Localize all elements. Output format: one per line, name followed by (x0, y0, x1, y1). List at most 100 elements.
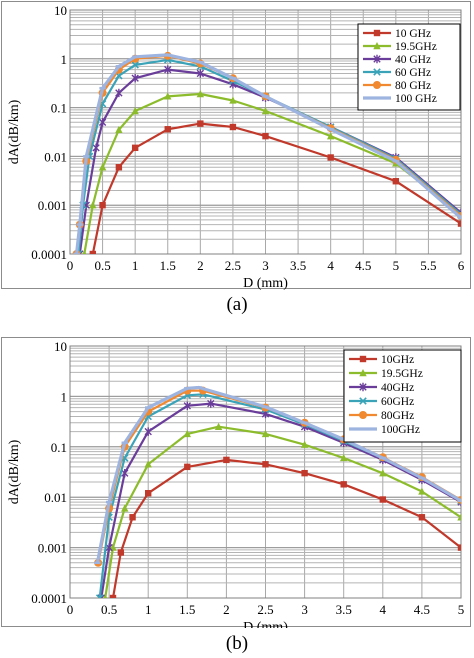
data-point (144, 427, 152, 436)
x-tick-label: 2.5 (225, 258, 241, 273)
data-point (164, 126, 171, 133)
data-point (184, 463, 191, 471)
data-point (131, 61, 139, 69)
legend-swatch-marker (373, 68, 381, 76)
x-tick-label: 5 (393, 258, 400, 273)
legend-swatch-marker (359, 411, 367, 419)
data-point (340, 453, 348, 462)
legend-box (343, 349, 462, 443)
data-point (105, 500, 113, 504)
x-tick-label: 3.5 (290, 258, 306, 273)
legend-swatch-marker (373, 42, 381, 50)
series-group (72, 51, 461, 254)
legend-box (357, 23, 461, 111)
data-point (129, 514, 136, 521)
data-point (262, 405, 269, 409)
data-point (196, 69, 205, 78)
data-point (99, 86, 106, 90)
y-tick-label: 0.01 (44, 149, 67, 164)
data-point (115, 88, 123, 98)
x-tick-label: 2 (197, 258, 204, 273)
legend-label: 10 GHz (395, 28, 431, 40)
data-point (340, 481, 347, 488)
data-point (197, 120, 204, 127)
x-tick-label: 0.5 (94, 258, 110, 273)
x-tick-label: 4 (327, 258, 334, 273)
data-point (457, 499, 461, 503)
data-point (83, 155, 90, 158)
y-tick-label: 0.1 (51, 101, 67, 116)
legend: 10GHz 19.5GHz 40GHz 60GHz 80GHz 100GHz (343, 349, 462, 443)
legend-swatch-marker (359, 397, 367, 405)
data-point (379, 469, 387, 477)
data-point (223, 456, 230, 464)
x-tick-label: 3 (301, 602, 308, 617)
y-tick-label: 1 (61, 52, 68, 67)
data-point (197, 60, 204, 64)
data-point (457, 216, 461, 220)
data-point (457, 220, 461, 227)
data-point (164, 65, 172, 74)
x-tick-label: 1.5 (179, 602, 195, 617)
data-point (327, 127, 334, 131)
data-point (195, 386, 203, 389)
x-tick-label: 1.5 (160, 258, 176, 273)
y-axis-label: dA(dB/km) (7, 99, 22, 164)
x-tick-label: 3.5 (336, 602, 352, 617)
data-point (121, 504, 129, 512)
data-point (418, 487, 426, 495)
legend-swatch-marker (373, 54, 381, 64)
data-point (131, 74, 139, 83)
y-tick-label: 0.001 (38, 541, 67, 556)
data-point (418, 514, 426, 521)
y-tick-label: 0.0001 (31, 591, 67, 606)
data-point (457, 544, 461, 551)
y-tick-label: 0.1 (51, 440, 67, 455)
data-point (229, 123, 237, 131)
data-point (261, 107, 270, 115)
chart-b: 0 0.5 1 1.5 2 2.5 3 3.5 4 4.5 5 0.0001 0.001 0.01 0.1 1… (7, 339, 464, 628)
data-point (92, 143, 100, 153)
data-point (261, 429, 270, 438)
x-tick-label: 4 (380, 602, 387, 617)
data-point (207, 399, 215, 408)
legend-label: 40GHz (381, 382, 414, 394)
data-point (115, 125, 123, 134)
data-point (183, 401, 191, 411)
series-line (111, 458, 461, 598)
y-tick-label: 1 (61, 389, 68, 404)
series-line (100, 402, 461, 598)
legend-swatch-marker (359, 369, 367, 377)
data-point (229, 76, 237, 80)
legend-swatch-marker (359, 382, 367, 392)
legend-label: 60 GHz (395, 67, 431, 79)
y-tick-label: 0.001 (38, 198, 67, 213)
legend-label: 40 GHz (395, 54, 431, 66)
x-axis-label: D (mm) (243, 620, 288, 628)
data-point (115, 65, 123, 68)
data-point (262, 95, 269, 98)
plot-area-border (69, 9, 462, 255)
data-point (98, 118, 107, 127)
plot-area-border (69, 345, 462, 599)
chart-a: 0 0.5 1 1.5 2 2.5 3 3.5 4 4.5 5 5.5 6 0.0001 0.001 0.01… (7, 3, 465, 290)
data-point (145, 490, 152, 497)
x-tick-label: 4.5 (355, 258, 371, 273)
x-tick-label: 3 (262, 258, 269, 273)
data-point (301, 469, 308, 477)
x-axis-label: D (mm) (243, 276, 288, 290)
data-point (103, 594, 108, 598)
legend-swatch-marker (359, 355, 367, 363)
data-point (326, 132, 335, 140)
series-line (83, 92, 461, 254)
x-tick-label: 0 (67, 258, 74, 273)
data-point (144, 460, 152, 468)
data-point (145, 406, 152, 409)
data-point (89, 201, 97, 209)
data-point (121, 441, 128, 445)
legend-swatch-marker (359, 427, 367, 431)
data-point (98, 163, 107, 171)
x-tick-label: 6 (458, 258, 465, 273)
data-point (229, 96, 237, 104)
